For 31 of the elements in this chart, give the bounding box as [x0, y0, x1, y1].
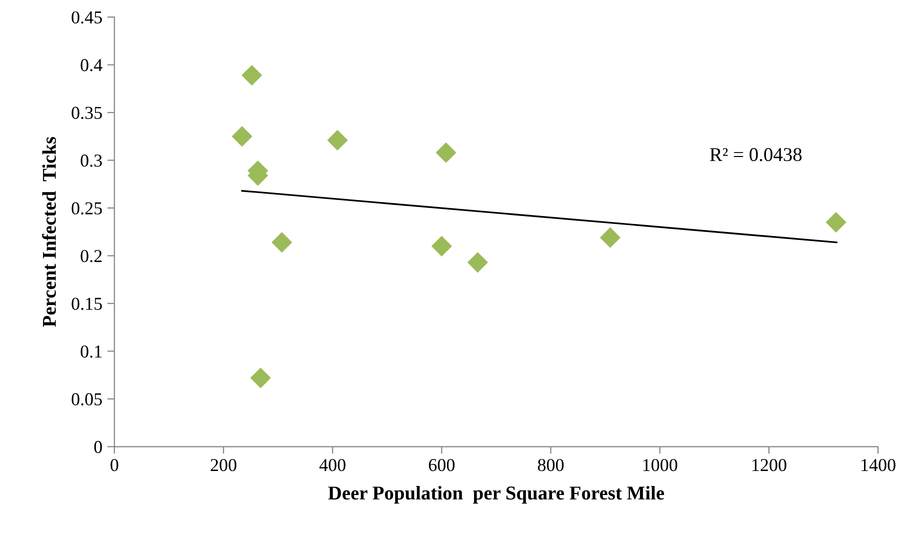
- point: [436, 142, 456, 163]
- x-tick-label: 800: [538, 458, 564, 472]
- y-tick-label: 0.3: [80, 154, 102, 167]
- y-tick-label: 0.4: [80, 59, 102, 72]
- x-tick-label: 1400: [862, 458, 896, 472]
- x-tick-label: 1200: [752, 458, 786, 472]
- y-tick-label: 0.45: [72, 11, 102, 24]
- point: [272, 232, 292, 253]
- point: [250, 368, 271, 388]
- point: [826, 212, 846, 233]
- x-axis-title: Deer Population per Square Forest Mile: [328, 486, 664, 504]
- point: [431, 236, 452, 256]
- y-axis-title: Percent Infected Ticks: [42, 137, 56, 327]
- x-tick-label: 400: [319, 458, 346, 472]
- point: [467, 252, 488, 273]
- point: [600, 227, 621, 248]
- x-tick-label: 0: [110, 458, 118, 472]
- annotation: R² = 0.0438: [710, 148, 802, 162]
- point: [242, 64, 262, 86]
- x-tick-label: 1000: [643, 458, 678, 472]
- y-tick-label: 0.35: [72, 106, 102, 120]
- y-tick-label: 0.15: [72, 298, 102, 310]
- y-tick-label: 0.1: [80, 345, 102, 358]
- x-tick-label: 600: [428, 458, 455, 472]
- point: [232, 126, 252, 147]
- y-tick-label: 0.25: [72, 202, 102, 215]
- y-tick-label: 0.2: [80, 250, 102, 262]
- y-tick-label: 0: [94, 440, 102, 454]
- y-tick-label: 0.05: [72, 393, 102, 406]
- x-tick-label: 200: [210, 458, 236, 472]
- point: [327, 130, 348, 151]
